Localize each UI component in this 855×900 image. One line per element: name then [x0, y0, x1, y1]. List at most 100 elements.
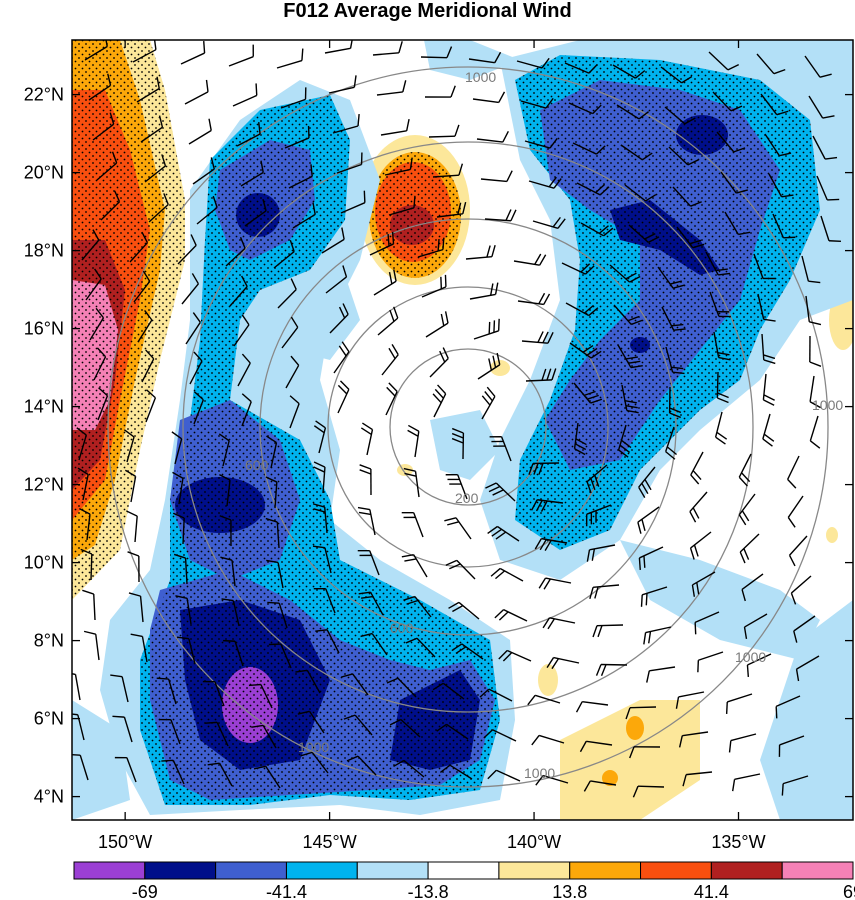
wind-barb [468, 51, 502, 64]
wind-barb [531, 734, 565, 746]
wind-barb [79, 508, 91, 541]
wind-barb [158, 718, 181, 745]
wind-barb [586, 544, 616, 562]
wind-barb [328, 75, 357, 94]
wind-barb [476, 131, 509, 143]
wind-barb [92, 112, 115, 141]
wind-barb [724, 211, 751, 236]
wind-barb [738, 453, 752, 487]
wind-barb [524, 138, 558, 149]
wind-barb [114, 756, 137, 783]
wind-barb [808, 95, 835, 119]
wind-barb [403, 595, 432, 618]
wind-barb [313, 420, 327, 454]
colorbar: -69 -41.4 -13.8 13.8 41.4 69 [73, 861, 855, 900]
wind-barb [694, 611, 720, 635]
wind-barb [181, 273, 200, 305]
wind-barb [525, 368, 557, 382]
wind-barb [617, 344, 643, 369]
wind-barb [713, 331, 731, 361]
wind-barb [346, 755, 377, 776]
wind-barb [161, 759, 185, 785]
wind-barb [393, 759, 425, 778]
wind-barb [381, 343, 399, 376]
wind-barb [220, 556, 236, 587]
wind-barb [177, 234, 197, 265]
colorbar-swatch [710, 861, 783, 880]
wind-barb [477, 352, 501, 380]
wind-barb [265, 476, 278, 509]
wind-barb [130, 633, 148, 663]
wind-barb [668, 386, 682, 419]
wind-barb [720, 171, 748, 194]
wind-barb [625, 706, 657, 720]
colorbar-swatch [215, 861, 287, 880]
wind-barb [401, 512, 424, 538]
wind-barb [295, 669, 321, 694]
wind-barb [583, 780, 617, 792]
wind-barb [768, 173, 794, 198]
wind-barb [313, 461, 326, 494]
wind-barb [775, 695, 801, 719]
wind-barb [816, 175, 840, 201]
y-tick-label: 20°N [24, 163, 64, 183]
wind-barb [124, 469, 137, 503]
wind-barb [196, 195, 218, 225]
ring-label-1000-top: 1000 [465, 69, 496, 85]
ring-label-600-bottom: 600 [390, 620, 414, 636]
wind-barb [678, 731, 709, 748]
wind-barb [281, 316, 299, 349]
wind-barb [232, 83, 258, 107]
wind-barb [494, 609, 528, 622]
wind-barb [424, 85, 456, 98]
wind-barb [388, 195, 416, 216]
wind-barb [240, 160, 264, 187]
chart-title: F012 Average Meridional Wind [283, 0, 572, 22]
wind-barb [329, 303, 349, 334]
wind-barb [315, 629, 340, 654]
wind-barb [312, 545, 332, 574]
wind-barb [793, 615, 816, 643]
wind-barb [812, 135, 838, 160]
wind-barb [469, 282, 499, 300]
wind-barb [82, 589, 96, 621]
wind-barb [473, 318, 500, 340]
wind-barb [761, 333, 776, 365]
wind-barb [788, 535, 808, 567]
wind-barb [487, 525, 520, 542]
wind-barb [534, 537, 568, 552]
wind-barb [621, 384, 639, 414]
wind-barb [300, 751, 329, 774]
wind-barb [805, 295, 822, 326]
wind-barb [498, 649, 532, 662]
colorbar-swatch [498, 861, 571, 880]
wind-barb [709, 291, 731, 318]
wind-barb [357, 550, 380, 576]
wind-barb [145, 389, 157, 423]
wind-barb [528, 176, 562, 189]
wind-barb [580, 222, 614, 237]
wind-barb [573, 382, 603, 404]
wind-barb [312, 503, 328, 534]
wind-barb [527, 694, 561, 706]
wind-barb [175, 595, 192, 625]
wind-barb [189, 351, 203, 385]
wind-barb [88, 73, 112, 101]
wind-barb [542, 617, 576, 630]
wind-barb [156, 677, 177, 705]
wind-barb [660, 66, 693, 84]
wind-barb [753, 253, 775, 280]
colorbar-swatch [569, 861, 642, 880]
wind-barb [746, 653, 772, 678]
wind-barb [127, 551, 140, 583]
wind-barb [171, 431, 183, 465]
wind-barb [386, 677, 417, 698]
wind-barb [517, 292, 551, 306]
wind-barb [202, 680, 225, 707]
plot-frame [71, 39, 854, 821]
wind-barb [465, 244, 496, 260]
wind-barb [485, 482, 516, 502]
wind-barb [705, 251, 731, 276]
colorbar-label: -69 [132, 882, 158, 900]
wind-barb [237, 353, 251, 387]
